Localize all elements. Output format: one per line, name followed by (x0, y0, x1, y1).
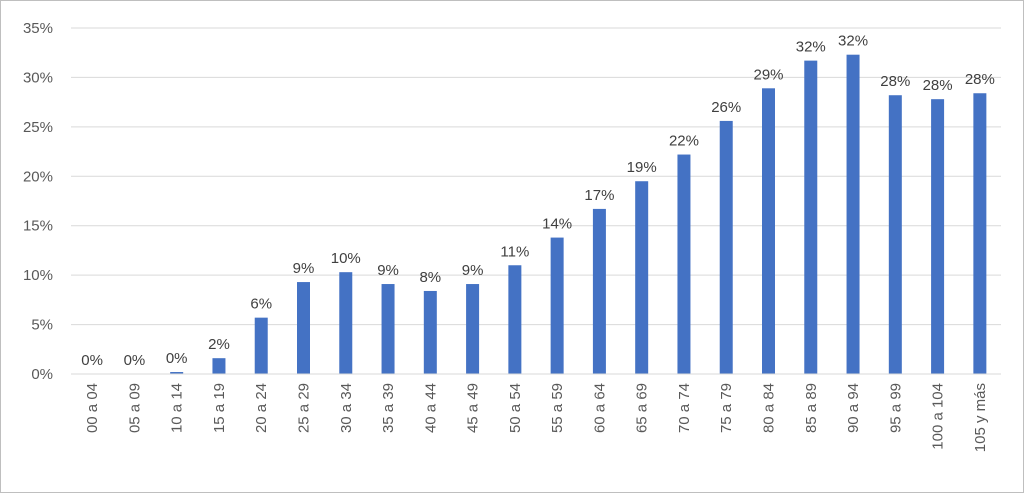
bar (297, 282, 310, 374)
x-tick-label: 50 a 54 (507, 383, 524, 433)
bar (888, 95, 902, 375)
y-tick-label: 5% (31, 317, 53, 334)
bar (254, 317, 268, 374)
x-tick-label: 20 a 24 (253, 383, 270, 433)
bar (466, 284, 480, 374)
x-tick-label: 65 a 69 (634, 383, 651, 433)
data-label: 14% (542, 216, 572, 233)
data-label: 9% (377, 262, 399, 279)
data-label: 28% (965, 71, 995, 88)
x-tick-label: 60 a 64 (591, 383, 608, 433)
bar (677, 154, 691, 374)
bar (973, 93, 987, 374)
bar (550, 237, 564, 374)
data-label: 32% (796, 39, 826, 56)
x-tick-label: 95 a 99 (887, 383, 904, 433)
x-tick-label: 40 a 44 (422, 383, 439, 433)
bar (762, 88, 775, 374)
data-labels: 0% 0% 0% 2% 6% 9% 10% 9% 8% 9% 11% 14% 17% 19% 22% 26% 2… (81, 33, 995, 369)
data-label: 0% (81, 352, 103, 369)
x-tick-label: 45 a 49 (465, 383, 482, 433)
y-tick-label: 25% (23, 119, 53, 136)
data-label: 0% (124, 352, 146, 369)
x-tick-label: 55 a 59 (549, 383, 566, 433)
y-tick-label: 20% (23, 168, 53, 185)
bar (508, 265, 522, 374)
y-axis: 0% 5% 10% 15% 20% 25% 30% 35% (23, 20, 53, 383)
x-tick-label: 05 a 09 (126, 383, 143, 433)
x-axis: 00 a 04 05 a 09 10 a 14 15 a 19 20 a 24 25 a … (71, 373, 1001, 452)
data-label: 11% (500, 243, 529, 260)
data-label: 22% (669, 133, 699, 150)
bar (719, 120, 733, 374)
x-tick-label: 100 a 104 (930, 383, 947, 450)
data-label: 29% (753, 66, 783, 83)
bar (931, 99, 945, 375)
bar (339, 272, 353, 374)
bar (423, 290, 437, 374)
x-tick-label: 35 a 39 (380, 383, 397, 433)
data-label: 0% (166, 350, 188, 367)
bar (381, 284, 395, 374)
y-tick-label: 15% (23, 218, 53, 235)
bars (170, 54, 987, 375)
x-tick-label: 25 a 29 (296, 383, 313, 433)
x-tick-label: 80 a 84 (761, 383, 778, 433)
data-label: 9% (293, 260, 315, 277)
data-label: 28% (880, 73, 910, 90)
data-label: 10% (331, 250, 361, 267)
x-tick-label: 90 a 94 (845, 383, 862, 433)
y-tick-label: 0% (31, 366, 53, 383)
x-tick-label: 105 y más (972, 383, 989, 452)
bar (592, 208, 606, 374)
bar (635, 181, 649, 374)
x-tick-label: 75 a 79 (718, 383, 735, 433)
x-tick-label: 30 a 34 (338, 383, 355, 433)
gridlines (71, 27, 1001, 375)
data-label: 17% (584, 187, 614, 204)
y-tick-label: 35% (23, 20, 53, 37)
bar (212, 358, 226, 374)
x-tick-label: 70 a 74 (676, 383, 693, 433)
data-label: 28% (923, 77, 953, 94)
x-tick-label: 10 a 14 (169, 383, 186, 433)
y-tick-label: 30% (23, 69, 53, 86)
data-label: 26% (711, 99, 741, 116)
y-tick-label: 10% (23, 267, 53, 284)
x-tick-label: 00 a 04 (84, 383, 101, 433)
data-label: 8% (419, 269, 441, 286)
data-label: 9% (462, 262, 484, 279)
bar (804, 60, 818, 374)
bar (170, 372, 184, 374)
x-tick-label: 85 a 89 (803, 383, 820, 433)
bar (846, 54, 860, 374)
data-label: 2% (208, 336, 230, 353)
data-label: 19% (627, 159, 657, 176)
data-label: 6% (250, 296, 272, 313)
data-label: 32% (838, 33, 868, 50)
x-tick-label: 15 a 19 (211, 383, 228, 433)
